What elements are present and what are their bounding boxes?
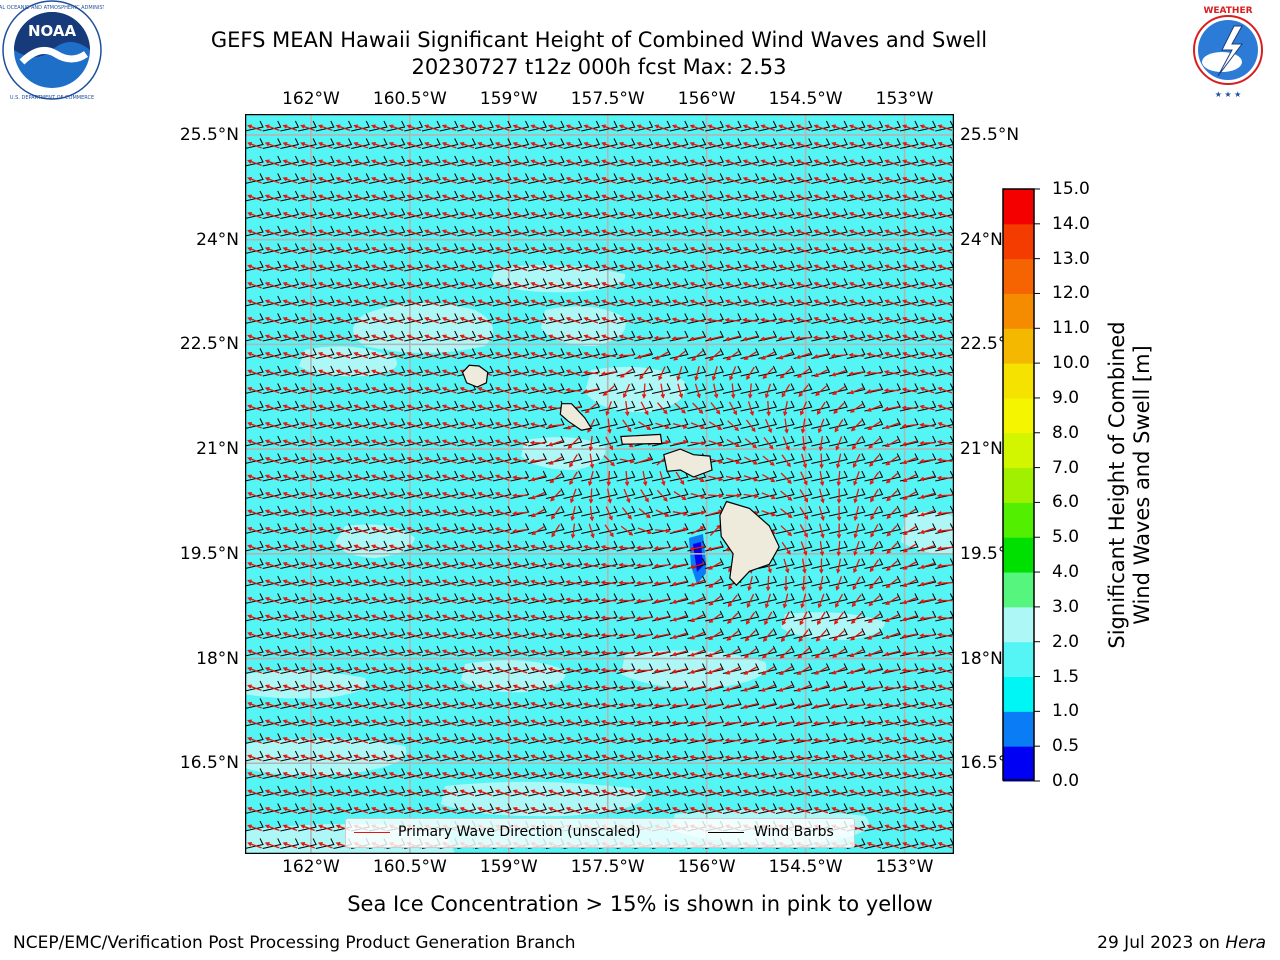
- colorbar-tick-label: 5.0: [1052, 527, 1080, 548]
- chart-subtitle: 20230727 t12z 000h fcst Max: 2.53: [411, 55, 787, 79]
- wind-barb-field: [245, 120, 954, 849]
- footer-branch: NCEP/EMC/Verification Post Processing Pr…: [13, 933, 576, 953]
- island-hawaii: [719, 500, 780, 587]
- lon-tick-label-bottom: 162°W: [282, 857, 340, 877]
- lat-tick-label-left: 24°N: [196, 229, 239, 250]
- footer-host: Hera: [1225, 933, 1266, 953]
- colorbar-box: [1003, 223, 1034, 260]
- colorbar-tick-label: 3.0: [1052, 596, 1080, 617]
- island-maui: [663, 448, 713, 478]
- colorbar-tick-label: 1.5: [1052, 666, 1080, 687]
- footer-date: 29 Jul 2023 on Hera: [1097, 933, 1266, 953]
- colorbar-box: [1003, 537, 1034, 573]
- lon-tick-label-bottom: 153°W: [875, 857, 934, 877]
- colorbar-tick-label: 14.0: [1052, 213, 1090, 234]
- colorbar-box: [1003, 397, 1034, 434]
- lat-tick-label-right: 18°N: [960, 648, 1003, 669]
- island-molokai: [620, 433, 663, 445]
- colorbar-box: [1003, 711, 1034, 747]
- colorbar-box: [1003, 676, 1034, 712]
- footer-date-text: 29 Jul 2023 on: [1097, 933, 1226, 953]
- chart-title: GEFS MEAN Hawaii Significant Height of C…: [210, 28, 988, 52]
- lat-tick-label-left: 19.5°N: [179, 543, 239, 564]
- lat-tick-label-left: 25.5°N: [179, 124, 239, 145]
- svg-text:NATIONAL OCEANIC AND ATMOSPHER: NATIONAL OCEANIC AND ATMOSPHERIC ADMINIS…: [0, 5, 104, 11]
- lat-tick-label-left: 18°N: [196, 648, 239, 669]
- colorbar-tick-label: 15.0: [1052, 179, 1090, 199]
- island-oahu: [559, 403, 593, 431]
- colorbar-box: [1003, 641, 1034, 678]
- colorbar-box: [1003, 258, 1034, 294]
- nws-logo-icon: WEATHER ★ ★ ★: [1176, 0, 1280, 104]
- lon-tick-label-bottom: 156°W: [677, 857, 736, 877]
- colorbar-tick-label: 1.0: [1052, 701, 1080, 722]
- colorbar-tick-label: 4.0: [1052, 562, 1080, 583]
- map-legend: Primary Wave Direction (unscaled) Wind B…: [345, 818, 855, 848]
- lon-tick-label-bottom: 160.5°W: [372, 857, 447, 877]
- colorbar-label-line2: Wind Waves and Swell [m]: [1130, 345, 1154, 625]
- colorbar-tick-label: 0.0: [1052, 771, 1080, 791]
- barb-legend-label: Wind Barbs: [754, 824, 834, 840]
- colorbar-box: [1003, 502, 1034, 538]
- lon-tick-label-top: 160.5°W: [372, 89, 447, 109]
- lat-tick-label-left: 16.5°N: [179, 753, 239, 774]
- lat-tick-label-right: 21°N: [960, 439, 1003, 460]
- lat-tick-label-left: 22.5°N: [179, 334, 239, 355]
- graticule: [245, 114, 954, 854]
- wave-legend-swatch: [354, 832, 390, 833]
- wave-legend-label: Primary Wave Direction (unscaled): [398, 824, 641, 840]
- lon-tick-label-bottom: 154.5°W: [768, 857, 843, 877]
- wind-barbs: [245, 120, 954, 849]
- lon-tick-label-bottom: 159°W: [479, 857, 538, 877]
- islands: [461, 364, 780, 587]
- lat-tick-label-left: 21°N: [196, 439, 239, 460]
- lat-tick-label-right: 24°N: [960, 229, 1003, 250]
- svg-text:U.S. DEPARTMENT OF COMMERCE: U.S. DEPARTMENT OF COMMERCE: [10, 95, 94, 101]
- wave-arrow-field: [247, 124, 953, 849]
- ocean-background: [245, 114, 954, 854]
- sea-ice-note: Sea Ice Concentration > 15% is shown in …: [347, 892, 933, 916]
- lon-tick-label-top: 157.5°W: [570, 89, 645, 109]
- svg-text:NOAA: NOAA: [28, 22, 77, 40]
- colorbar-box: [1003, 432, 1034, 469]
- lon-tick-label-top: 154.5°W: [768, 89, 843, 109]
- colorbar-tick-label: 11.0: [1052, 318, 1090, 339]
- colorbar-tick-label: 2.0: [1052, 631, 1080, 652]
- colorbar-tick-label: 0.5: [1052, 736, 1080, 757]
- colorbar-box: [1003, 746, 1034, 782]
- svg-text:★ ★ ★: ★ ★ ★: [1215, 90, 1242, 99]
- colorbar-tick-label: 10.0: [1052, 353, 1090, 374]
- barb-legend-swatch: [708, 832, 744, 833]
- colorbar-tick-label: 7.0: [1052, 457, 1080, 478]
- island-kauai: [461, 364, 489, 388]
- map-plot: [245, 114, 954, 854]
- colorbar-tick-label: 8.0: [1052, 422, 1080, 443]
- colorbar-box: [1003, 363, 1034, 399]
- colorbar-box: [1003, 328, 1034, 364]
- colorbar-label: Significant Height of Combined Wind Wave…: [1105, 255, 1155, 715]
- colorbar-box: [1003, 572, 1034, 608]
- colorbar-tick-label: 12.0: [1052, 283, 1090, 304]
- colorbar-tick-label: 6.0: [1052, 492, 1080, 513]
- colorbar-box: [1003, 467, 1034, 503]
- lon-tick-label-top: 156°W: [677, 89, 736, 109]
- colorbar-box: [1003, 189, 1034, 225]
- colorbar: [1002, 188, 1040, 782]
- svg-text:WEATHER: WEATHER: [1203, 6, 1252, 16]
- colorbar-label-line1: Significant Height of Combined: [1105, 321, 1129, 649]
- colorbar-tick-label: 9.0: [1052, 387, 1080, 408]
- colorbar-box: [1003, 293, 1034, 329]
- colorbar-box: [1003, 606, 1034, 643]
- lon-tick-label-top: 162°W: [282, 89, 340, 109]
- colorbar-tick-label: 13.0: [1052, 248, 1090, 269]
- wave-direction-arrows: [247, 124, 953, 849]
- noaa-logo-icon: NOAA NATIONAL OCEANIC AND ATMOSPHERIC AD…: [0, 0, 124, 104]
- lon-tick-label-top: 153°W: [875, 89, 934, 109]
- lat-tick-label-right: 25.5°N: [960, 124, 1020, 145]
- lon-tick-label-bottom: 157.5°W: [570, 857, 645, 877]
- lon-tick-label-top: 159°W: [479, 89, 538, 109]
